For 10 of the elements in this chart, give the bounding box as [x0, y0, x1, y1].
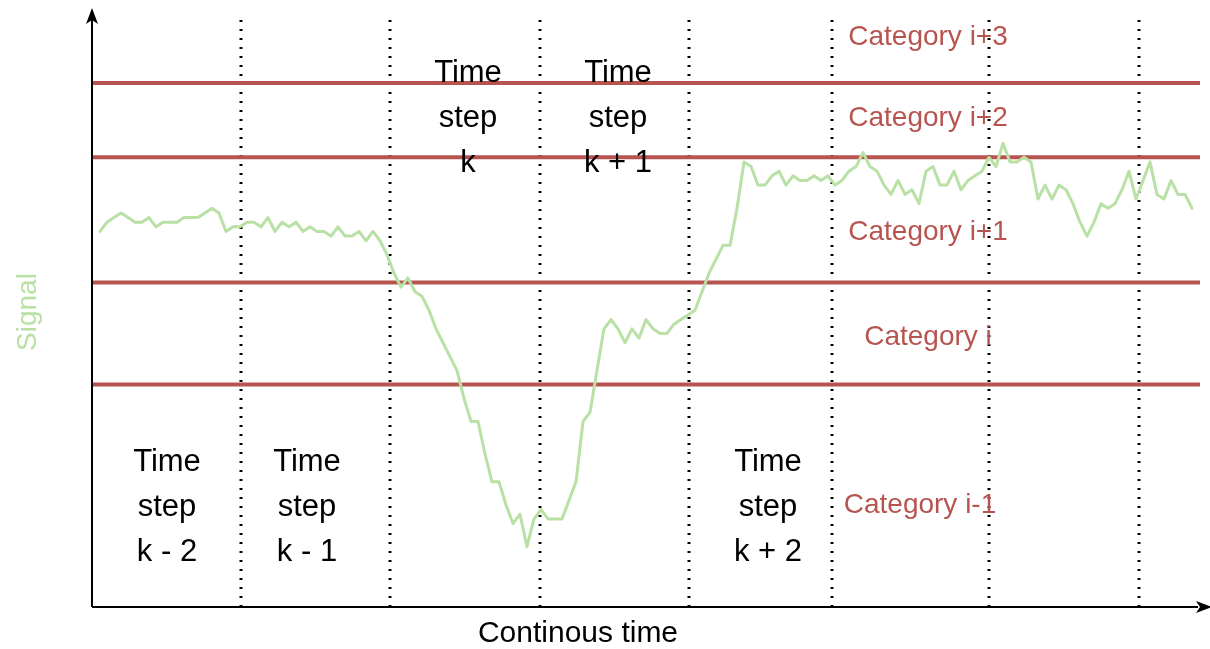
x-axis-title: Continous time	[477, 615, 679, 649]
annotation: Category i	[864, 319, 992, 351]
annotation: Time step k - 2	[133, 442, 201, 568]
text: Category i+3	[848, 19, 1008, 51]
annotation: Category i-1	[843, 487, 997, 519]
y-axis-title: Signal	[10, 273, 42, 351]
text: Category i+2	[848, 100, 1008, 132]
annotation: Category i+1	[848, 214, 1008, 246]
annotation: Time step k + 2	[733, 442, 803, 568]
annotation: Time step k - 1	[273, 442, 341, 568]
